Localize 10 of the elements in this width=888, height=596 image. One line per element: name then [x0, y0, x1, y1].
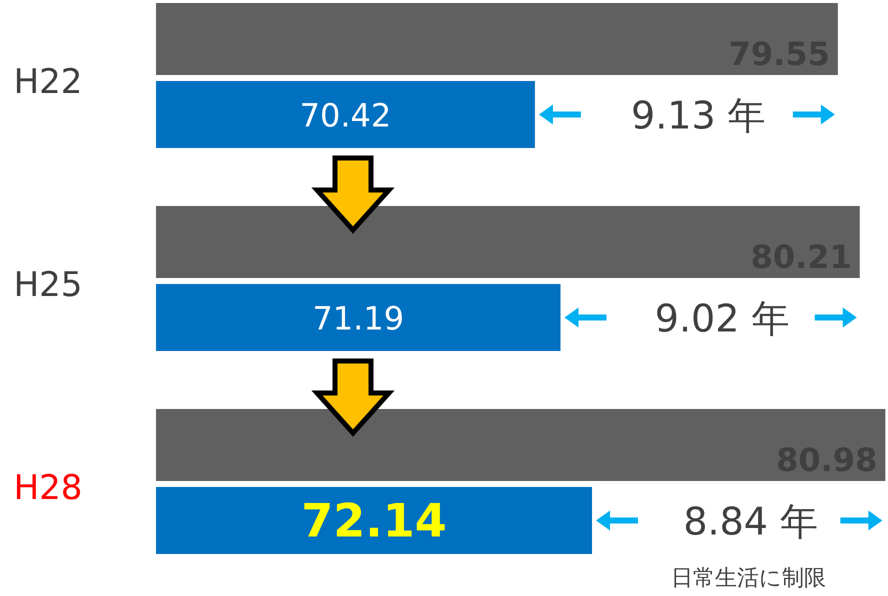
- data-label: 71.19: [312, 300, 404, 338]
- annotation: 8.84 年: [683, 500, 818, 544]
- data-label: 70.42: [300, 96, 392, 134]
- y-tick-label: H22: [14, 62, 82, 102]
- annotation: 9.02 年: [654, 296, 790, 340]
- y-tick-label: H25: [14, 265, 82, 305]
- y-tick-label: H28: [14, 468, 82, 508]
- annotation: 9.13 年: [631, 94, 766, 138]
- data-label: 72.14: [301, 494, 447, 548]
- annotation: 日常生活に制限: [671, 566, 826, 591]
